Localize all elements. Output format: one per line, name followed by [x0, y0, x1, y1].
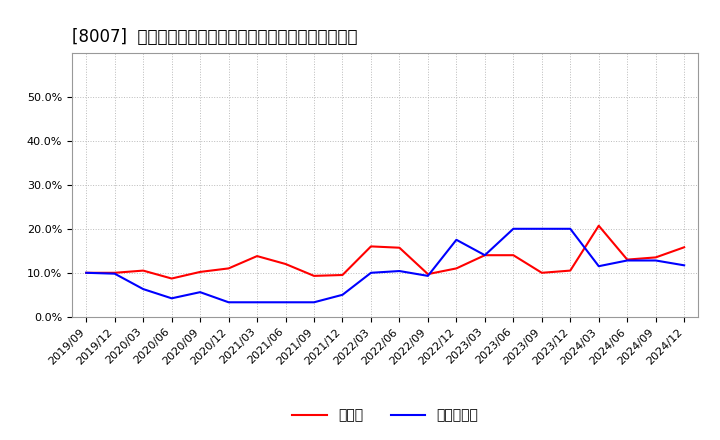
- 有利子負債: [338, 292, 347, 297]
- 有利子負債: [566, 226, 575, 231]
- Text: [8007]  現頂金、有利子負債の総資産に対する比率の推移: [8007] 現頂金、有利子負債の総資産に対する比率の推移: [72, 28, 358, 46]
- 現頂金: [82, 270, 91, 275]
- 現頂金: [509, 253, 518, 258]
- 現頂金: [282, 261, 290, 267]
- 現頂金: [139, 268, 148, 273]
- 有利子負債: [423, 273, 432, 279]
- 現頂金: [652, 255, 660, 260]
- Line: 有利子負債: 有利子負債: [86, 229, 684, 302]
- Line: 現頂金: 現頂金: [86, 226, 684, 279]
- 現頂金: [225, 266, 233, 271]
- 有利子負債: [480, 253, 489, 258]
- 現頂金: [680, 245, 688, 250]
- 有利子負債: [167, 296, 176, 301]
- 有利子負債: [196, 290, 204, 295]
- 現頂金: [566, 268, 575, 273]
- 有利子負債: [225, 300, 233, 305]
- 現頂金: [196, 269, 204, 275]
- 有利子負債: [82, 270, 91, 275]
- 現頂金: [366, 244, 375, 249]
- 現頂金: [338, 272, 347, 278]
- 現頂金: [595, 223, 603, 228]
- 現頂金: [623, 257, 631, 262]
- 現頂金: [110, 270, 119, 275]
- 現頂金: [310, 273, 318, 279]
- 有利子負債: [537, 226, 546, 231]
- 現頂金: [452, 266, 461, 271]
- 有利子負債: [452, 237, 461, 242]
- 有利子負債: [110, 271, 119, 276]
- Legend: 現頂金, 有利子負債: 現頂金, 有利子負債: [287, 403, 484, 428]
- 有利子負債: [395, 268, 404, 274]
- 有利子負債: [139, 286, 148, 292]
- 有利子負債: [253, 300, 261, 305]
- 有利子負債: [595, 264, 603, 269]
- 現頂金: [167, 276, 176, 281]
- 有利子負債: [623, 258, 631, 263]
- 現頂金: [253, 253, 261, 259]
- 有利子負債: [366, 270, 375, 275]
- 現頂金: [423, 271, 432, 277]
- 有利子負債: [509, 226, 518, 231]
- 有利子負債: [310, 300, 318, 305]
- 有利子負債: [652, 258, 660, 263]
- 現頂金: [480, 253, 489, 258]
- 有利子負債: [680, 263, 688, 268]
- 現頂金: [537, 270, 546, 275]
- 現頂金: [395, 245, 404, 250]
- 有利子負債: [282, 300, 290, 305]
